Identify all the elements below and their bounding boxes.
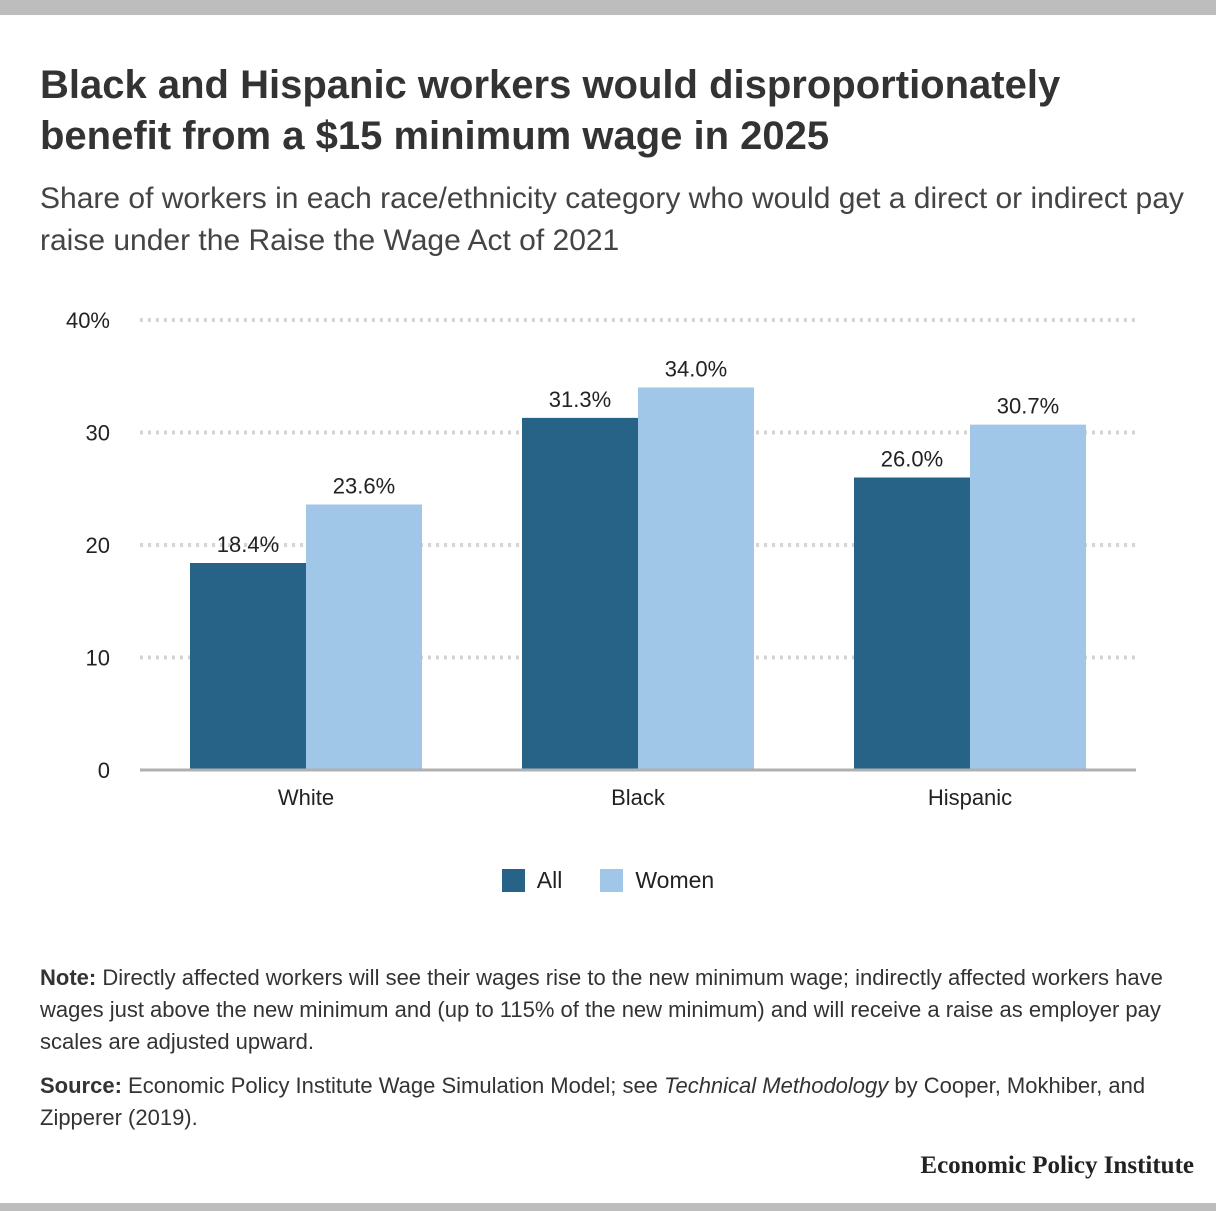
y-tick-label: 40% [66, 308, 110, 333]
note-label: Note: [40, 965, 97, 990]
bottom-rule [0, 1203, 1216, 1211]
x-tick-label: White [278, 785, 334, 810]
data-label: 23.6% [333, 474, 395, 499]
source-italic-title: Technical Methodology [664, 1073, 889, 1098]
bar-all-black [522, 417, 638, 770]
note: Note: Directly affected workers will see… [40, 962, 1190, 1058]
legend-swatch-all [501, 868, 525, 892]
legend-item-women: Women [600, 867, 714, 894]
legend-label-women: Women [635, 866, 715, 893]
notes: Note: Directly affected workers will see… [40, 962, 1190, 1146]
bar-all-white [190, 563, 306, 770]
chart-title: Black and Hispanic workers would disprop… [40, 63, 1061, 158]
y-tick-label: 0 [98, 758, 110, 783]
source-text-after: by Cooper, Mokhiber, and Zipperer (2019)… [40, 1073, 1146, 1130]
bar-women-hispanic [970, 424, 1086, 770]
bar-all-hispanic [854, 477, 970, 770]
note-text: Directly affected workers will see their… [40, 965, 1163, 1054]
data-label: 18.4% [217, 532, 279, 557]
source-text-before: Economic Policy Institute Wage Simulatio… [128, 1073, 658, 1098]
chart-subtitle: Share of workers in each race/ethnicity … [40, 182, 1184, 257]
data-label: 26.0% [881, 447, 943, 472]
bar-chart: 0 10 20 30 40% 18.4% 23.6% White 31.3% 34.0% Black… [66, 308, 1136, 810]
source: Source: Economic Policy Institute Wage S… [40, 1070, 1190, 1134]
legend-swatch-women [600, 868, 624, 892]
bar-women-black [638, 387, 754, 770]
legend-label-all: All [536, 866, 563, 893]
brand-logo: Economic Policy Institute [920, 1152, 1194, 1179]
legend: All Women [0, 862, 1216, 898]
y-tick-label: 20 [86, 533, 110, 558]
legend-item-all: All [501, 866, 563, 894]
source-label: Source: [40, 1073, 122, 1098]
x-tick-label: Black [611, 785, 666, 810]
bar-women-white [306, 504, 422, 770]
data-label: 31.3% [549, 387, 611, 412]
y-tick-label: 30 [86, 421, 110, 446]
data-label: 34.0% [665, 357, 727, 382]
top-rule [0, 0, 1216, 15]
data-label: 30.7% [997, 394, 1059, 419]
x-tick-label: Hispanic [928, 785, 1012, 810]
y-tick-label: 10 [86, 646, 110, 671]
